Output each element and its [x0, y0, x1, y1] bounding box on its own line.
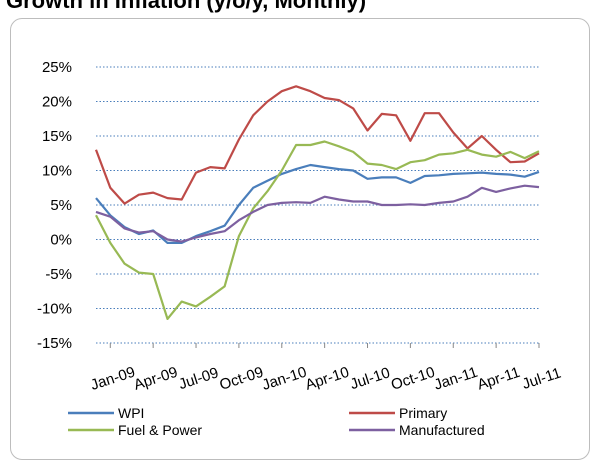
chart-frame: 25% 20% 15% 10% 5% 0% -5% -10% -15% Jan-09 Apr-09 J…	[10, 18, 590, 460]
series-line	[95, 184, 540, 243]
legend-label: WPI	[118, 405, 144, 421]
x-tick-label: Jan-10	[260, 364, 309, 394]
x-tick-label: Jan-09	[88, 364, 137, 394]
chart-title: Growth in Inflation (y/o/y, Monthly)	[6, 0, 367, 13]
y-tick-label: 0%	[50, 232, 72, 249]
x-tick-label: Jul-10	[348, 364, 392, 393]
line-chart: 25%20%15%10%5%0%-5%-10%-15%Jan-09Apr-09J…	[37, 59, 563, 438]
x-tick-label: Oct-10	[389, 364, 437, 394]
x-tick-label: Apr-11	[475, 364, 522, 394]
y-tick-label: 25%	[42, 59, 72, 76]
legend-label: Fuel & Power	[118, 422, 202, 438]
y-tick-label: -10%	[37, 301, 72, 318]
y-tick-label: 15%	[42, 128, 72, 145]
legend-label: Primary	[399, 405, 447, 421]
y-tick-label: 10%	[42, 163, 72, 180]
legend-label: Manufactured	[399, 422, 485, 438]
y-tick-label: 5%	[50, 197, 72, 214]
x-tick-label: Oct-09	[217, 364, 265, 394]
x-tick-label: Jul-11	[520, 364, 563, 392]
series-line	[94, 85, 540, 205]
x-tick-label: Apr-10	[303, 364, 351, 394]
y-tick-label: -15%	[37, 335, 72, 352]
x-tick-label: Jan-11	[432, 364, 480, 394]
series-line	[95, 163, 540, 244]
x-tick-label: Jul-09	[177, 364, 221, 393]
series-line	[95, 140, 540, 320]
y-tick-label: 20%	[42, 94, 72, 111]
x-tick-label: Apr-09	[132, 364, 180, 394]
y-tick-label: -5%	[45, 266, 72, 283]
